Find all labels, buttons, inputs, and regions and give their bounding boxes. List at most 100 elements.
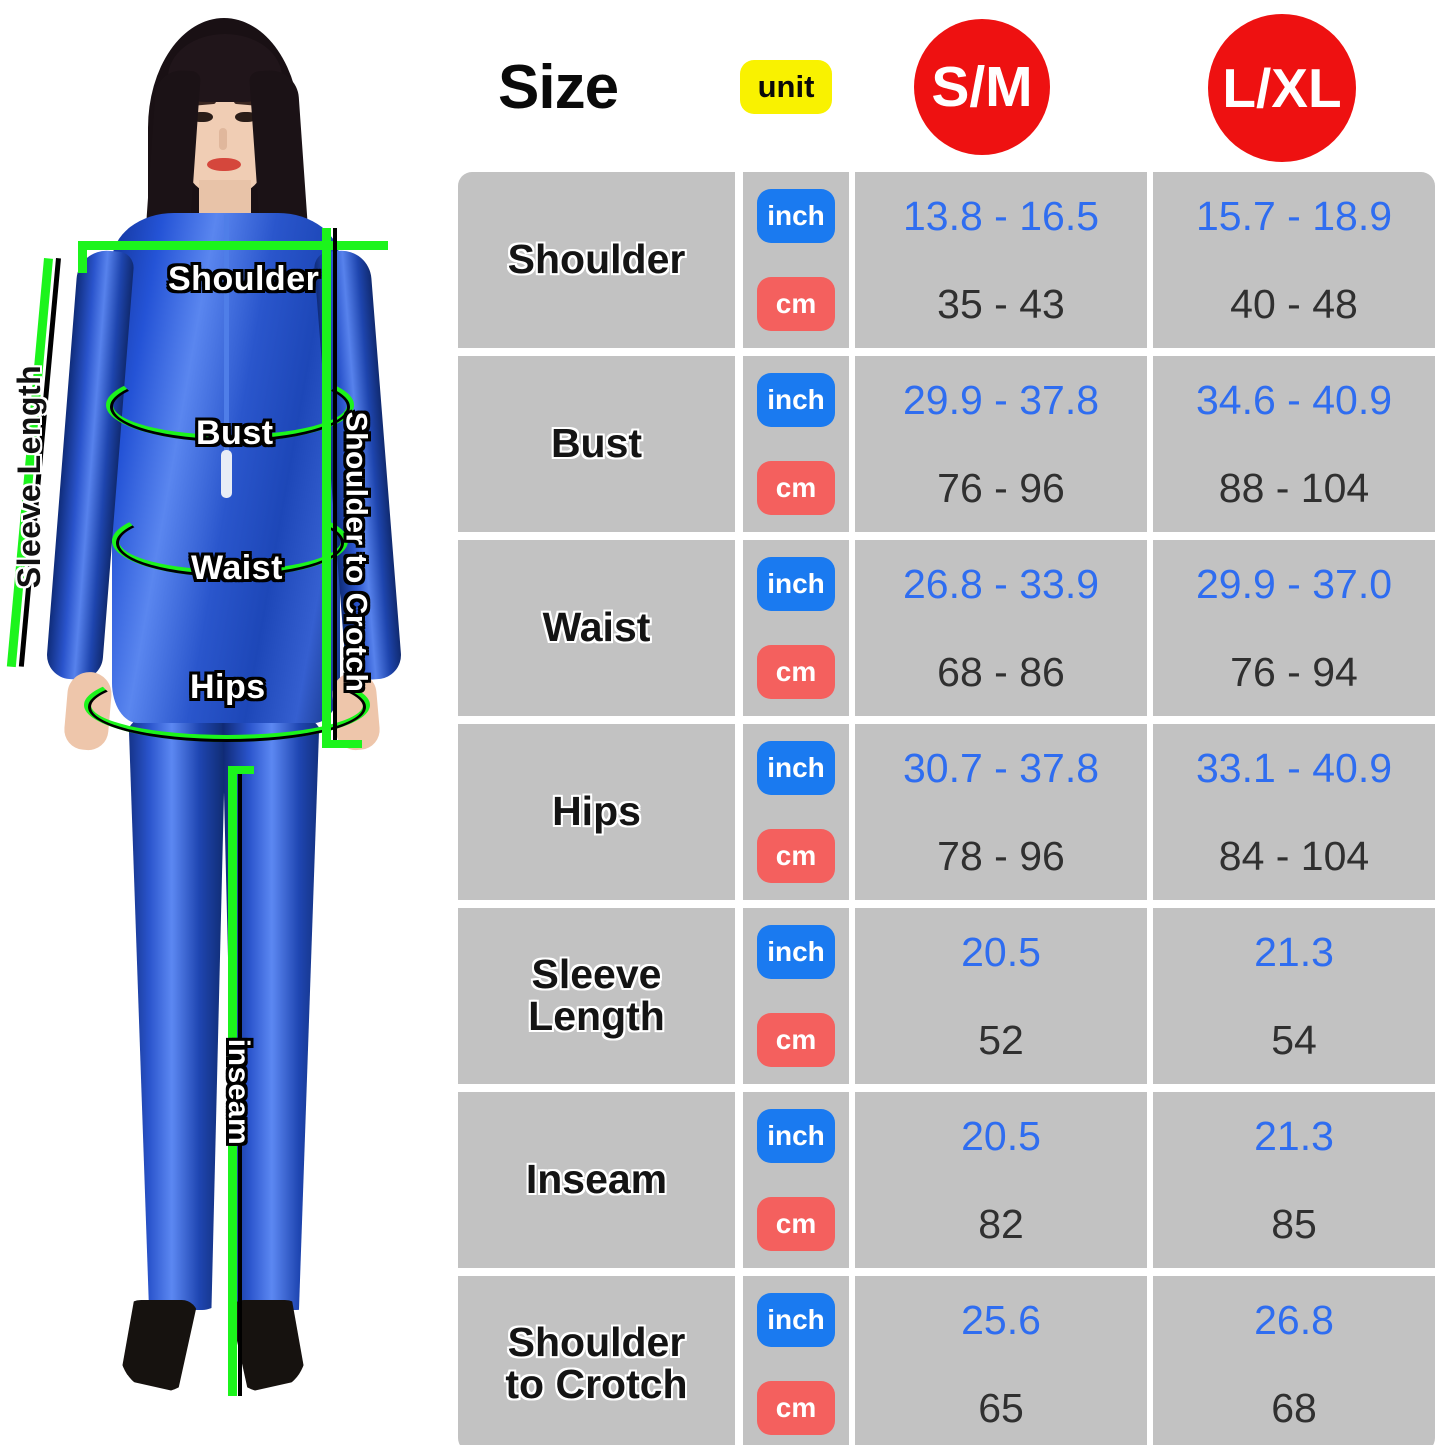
column-header-sm: S/M [914,19,1050,155]
cm-badge: cm [757,829,835,883]
shoe-left [120,1300,198,1392]
eye-right [235,112,257,122]
guide-inseam-line [228,766,237,1396]
inch-badge: inch [757,557,835,611]
guide-crotch-tick [322,740,362,748]
label-bust: Bust [196,414,274,452]
value-sm-cm: 82 [855,1180,1147,1268]
column-gutter [1147,1180,1153,1268]
lips [207,158,241,171]
inch-badge: inch [757,741,835,795]
unit-cell-inch: inch [743,724,849,812]
column-gutter [849,444,855,532]
value-lxl-cm: 88 - 104 [1153,444,1435,532]
row-gap [458,716,1435,724]
column-header-lxl: L/XL [1208,14,1356,162]
row-label-text: Shoulder [507,236,686,283]
row-label-text: Bust [550,420,643,467]
inch-badge: inch [757,1109,835,1163]
row-label-text: Waist [542,604,651,651]
guide-inseam-line-black [238,766,242,1396]
guide-hips-ellipse-inner [88,672,366,742]
row-label: Hips [458,724,735,900]
column-gutter [735,540,743,716]
row-label: Inseam [458,1092,735,1268]
column-gutter [849,1364,855,1445]
unit-cell-inch: inch [743,356,849,444]
eye-left [191,112,213,122]
unit-cell-cm: cm [743,1364,849,1445]
column-gutter [1147,908,1153,996]
value-lxl-inch: 33.1 - 40.9 [1153,724,1435,812]
inch-badge: inch [757,373,835,427]
row-label: Bust [458,356,735,532]
guide-shoulder-line [78,241,388,250]
guide-shoulder-to-crotch-line-black [333,228,337,748]
zipper-line [224,215,229,475]
unit-cell-cm: cm [743,1180,849,1268]
value-sm-cm: 68 - 86 [855,628,1147,716]
column-gutter [735,1092,743,1268]
zipper-pull [221,450,232,498]
row-gap [458,1084,1435,1092]
value-lxl-inch: 29.9 - 37.0 [1153,540,1435,628]
value-lxl-inch: 34.6 - 40.9 [1153,356,1435,444]
column-gutter [1147,996,1153,1084]
value-sm-inch: 30.7 - 37.8 [855,724,1147,812]
value-sm-inch: 20.5 [855,1092,1147,1180]
size-table-panel: Size unit S/M L/XL Shoulder inch 13.8 - 16… [448,0,1445,1445]
unit-cell-cm: cm [743,628,849,716]
column-gutter [1147,1276,1153,1364]
value-lxl-cm: 76 - 94 [1153,628,1435,716]
unit-cell-inch: inch [743,908,849,996]
value-lxl-cm: 85 [1153,1180,1435,1268]
value-lxl-cm: 68 [1153,1364,1435,1445]
value-sm-cm: 76 - 96 [855,444,1147,532]
guide-shoulder-to-crotch-line [322,228,331,748]
column-gutter [1147,1092,1153,1180]
value-sm-cm: 78 - 96 [855,812,1147,900]
value-sm-cm: 35 - 43 [855,260,1147,348]
column-gutter [849,812,855,900]
column-gutter [849,724,855,812]
column-gutter [1147,172,1153,260]
cm-badge: cm [757,1381,835,1435]
column-gutter [849,540,855,628]
row-label-text: Shoulder to Crotch [505,1319,688,1407]
column-gutter [1147,1364,1153,1445]
column-gutter [1147,260,1153,348]
column-gutter [735,356,743,532]
inch-badge: inch [757,925,835,979]
unit-cell-inch: inch [743,1276,849,1364]
cm-badge: cm [757,1197,835,1251]
label-inseam: inseam [222,1038,256,1146]
column-gutter [735,908,743,1084]
unit-cell-inch: inch [743,540,849,628]
page-title: Size [498,53,619,122]
value-sm-inch: 29.9 - 37.8 [855,356,1147,444]
table-header: Size unit S/M L/XL [448,0,1445,168]
value-lxl-cm: 84 - 104 [1153,812,1435,900]
column-gutter [1147,628,1153,716]
unit-cell-cm: cm [743,996,849,1084]
value-lxl-inch: 21.3 [1153,1092,1435,1180]
column-gutter [1147,812,1153,900]
unit-cell-inch: inch [743,172,849,260]
row-gap [458,348,1435,356]
value-lxl-cm: 40 - 48 [1153,260,1435,348]
column-gutter [849,628,855,716]
value-lxl-inch: 21.3 [1153,908,1435,996]
unit-cell-cm: cm [743,444,849,532]
value-lxl-inch: 26.8 [1153,1276,1435,1364]
row-gap [458,900,1435,908]
unit-cell-inch: inch [743,1092,849,1180]
value-sm-inch: 13.8 - 16.5 [855,172,1147,260]
cm-badge: cm [757,461,835,515]
size-table-grid: Shoulder inch 13.8 - 16.5 15.7 - 18.9 cm 35 -… [458,172,1435,1445]
cm-badge: cm [757,277,835,331]
guide-waist-ellipse-inner [116,509,344,577]
column-gutter [735,172,743,348]
row-label: Shoulder [458,172,735,348]
guide-bust-ellipse-inner [110,372,350,442]
